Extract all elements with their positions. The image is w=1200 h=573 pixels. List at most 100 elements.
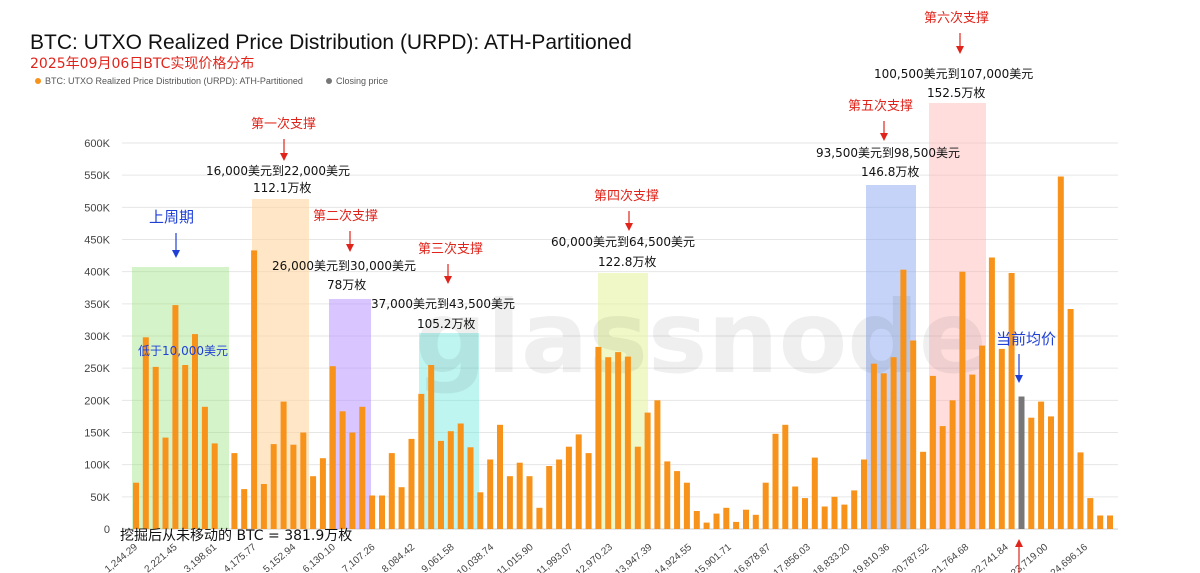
x-tick-label: 22,741.84 <box>970 542 1011 573</box>
bar <box>595 346 602 529</box>
bar <box>211 443 218 529</box>
amount-support-5: 146.8万枚 <box>861 164 919 179</box>
bar <box>428 365 435 529</box>
bar <box>683 482 690 529</box>
annotations: 上周期 低于10,000美元 第一次支撑 16,000美元到22,000美元 1… <box>120 10 1056 573</box>
bar <box>674 471 681 529</box>
bar <box>841 504 848 529</box>
bar <box>802 498 808 529</box>
y-tick-label: 550K <box>84 170 110 182</box>
bar <box>280 401 287 529</box>
y-tick-label: 0 <box>104 524 110 536</box>
x-tick-label: 9,061.58 <box>420 542 457 573</box>
bar <box>959 271 966 529</box>
bar <box>821 506 828 529</box>
y-tick-label: 350K <box>84 299 110 311</box>
arrow-current-price-up <box>1015 539 1023 573</box>
bar <box>762 482 769 529</box>
bar <box>792 486 799 529</box>
bar <box>644 412 651 529</box>
range-support-6: 100,500美元到107,000美元 <box>874 67 1033 81</box>
arrow-prev-cycle <box>172 233 180 258</box>
bar <box>723 507 730 529</box>
label-support-6: 第六次支撑 <box>924 10 989 26</box>
amount-support-6: 152.5万枚 <box>927 85 985 100</box>
arrow-support-2 <box>346 231 354 252</box>
bar <box>447 431 454 529</box>
bar <box>870 363 877 529</box>
bar <box>339 411 346 529</box>
range-support-2: 26,000美元到30,000美元 <box>272 259 416 273</box>
bar <box>733 521 740 529</box>
arrow-support-1 <box>280 139 288 161</box>
bar <box>831 496 838 529</box>
bar <box>1077 452 1084 529</box>
range-support-5: 93,500美元到98,500美元 <box>816 146 960 160</box>
x-tick-label: 10,038.74 <box>455 542 496 573</box>
bar <box>811 457 818 529</box>
bar <box>546 466 553 529</box>
label-support-2: 第二次支撑 <box>313 208 378 224</box>
bar <box>1067 309 1074 529</box>
y-tick-label: 150K <box>84 428 110 440</box>
bar <box>133 482 139 529</box>
label-support-5: 第五次支撑 <box>848 98 913 114</box>
range-support-3: 37,000美元到43,500美元 <box>371 297 515 311</box>
bar <box>1038 401 1045 529</box>
closing-price-bar <box>1018 396 1025 529</box>
bar <box>349 432 356 529</box>
zone-support-6 <box>929 103 986 529</box>
bar <box>162 437 169 529</box>
legend-closing-label: Closing price <box>336 76 388 86</box>
bar <box>880 373 887 529</box>
bar <box>664 461 671 529</box>
bar <box>300 432 307 529</box>
bar <box>487 459 494 529</box>
bar <box>359 406 366 529</box>
bar <box>497 424 503 529</box>
y-tick-label: 100K <box>84 460 110 472</box>
bar <box>1057 176 1064 529</box>
x-axis: 1,244.29 2,221.45 3,198.61 4,175.77 5,152.94… <box>103 542 1090 573</box>
bar <box>260 484 267 529</box>
x-tick-label: 8,084.42 <box>380 542 417 573</box>
bar <box>231 453 238 529</box>
label-support-3: 第三次支撑 <box>418 241 483 257</box>
bar <box>713 513 720 529</box>
bar <box>152 366 159 529</box>
x-tick-label: 16,878.87 <box>732 542 773 573</box>
y-tick-label: 250K <box>84 363 110 375</box>
bar <box>142 337 149 529</box>
chart-title: BTC: UTXO Realized Price Distribution (U… <box>30 31 632 54</box>
bar <box>585 453 592 529</box>
label-current-avg: 当前均价 <box>996 330 1056 348</box>
bar <box>1107 515 1113 529</box>
legend-urpd-icon <box>35 78 41 84</box>
x-tick-label: 4,175.77 <box>222 542 259 573</box>
bar <box>516 462 523 529</box>
amount-support-3: 105.2万枚 <box>417 316 475 331</box>
x-tick-label: 15,901.71 <box>693 542 734 573</box>
y-tick-label: 50K <box>90 492 110 504</box>
bar <box>408 438 415 529</box>
label-support-1: 第一次支撑 <box>251 116 316 132</box>
bar <box>861 459 867 529</box>
bar <box>851 490 858 529</box>
bar <box>388 453 395 529</box>
label-support-4: 第四次支撑 <box>594 188 659 204</box>
x-tick-label: 20,787.52 <box>890 542 931 573</box>
x-tick-label: 14,924.55 <box>653 542 694 573</box>
bar <box>192 334 198 529</box>
bar <box>615 352 622 529</box>
arrow-current-avg <box>1015 354 1023 383</box>
arrow-support-3 <box>444 264 452 284</box>
range-support-4: 60,000美元到64,500美元 <box>551 235 695 249</box>
bar <box>969 374 976 529</box>
bar <box>565 446 572 529</box>
bar <box>536 507 543 529</box>
bar <box>979 345 986 529</box>
bar <box>438 440 444 529</box>
bar <box>329 366 336 529</box>
bar <box>290 444 297 529</box>
